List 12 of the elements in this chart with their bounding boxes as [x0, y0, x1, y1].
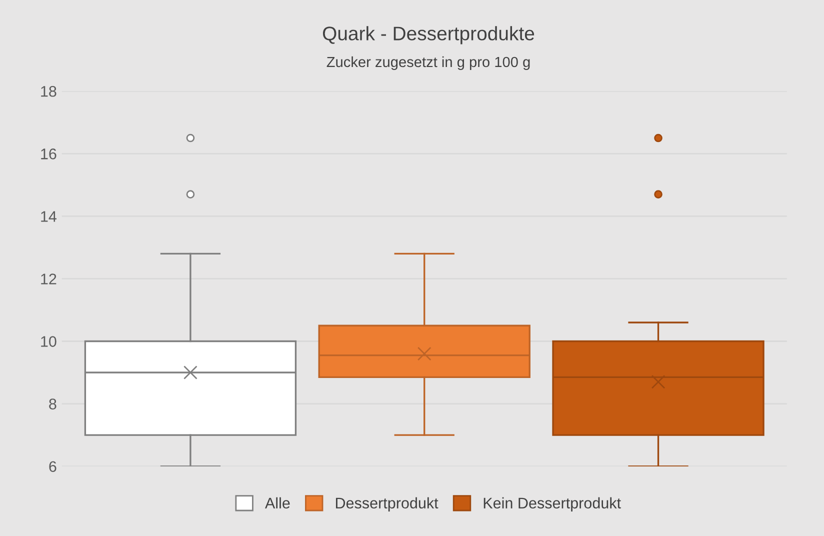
y-tick-label: 16 [41, 148, 56, 160]
y-tick-label: 14 [41, 211, 56, 222]
legend-label: Dessertprodukt [336, 497, 438, 512]
chart-subtitle: Zucker zugesetzt in g pro 100 g [326, 56, 530, 70]
y-tick-label: 12 [41, 274, 56, 284]
y-tick-label: 10 [41, 336, 56, 347]
legend-label: Alle [264, 497, 290, 509]
chart-title: Quark - Dessertprodukte [322, 26, 534, 44]
y-tick-label: 6 [49, 461, 56, 472]
y-tick-label: 18 [41, 86, 56, 97]
legend-label: Kein Dessertprodukt [484, 497, 621, 512]
y-tick-label: 8 [49, 398, 56, 410]
